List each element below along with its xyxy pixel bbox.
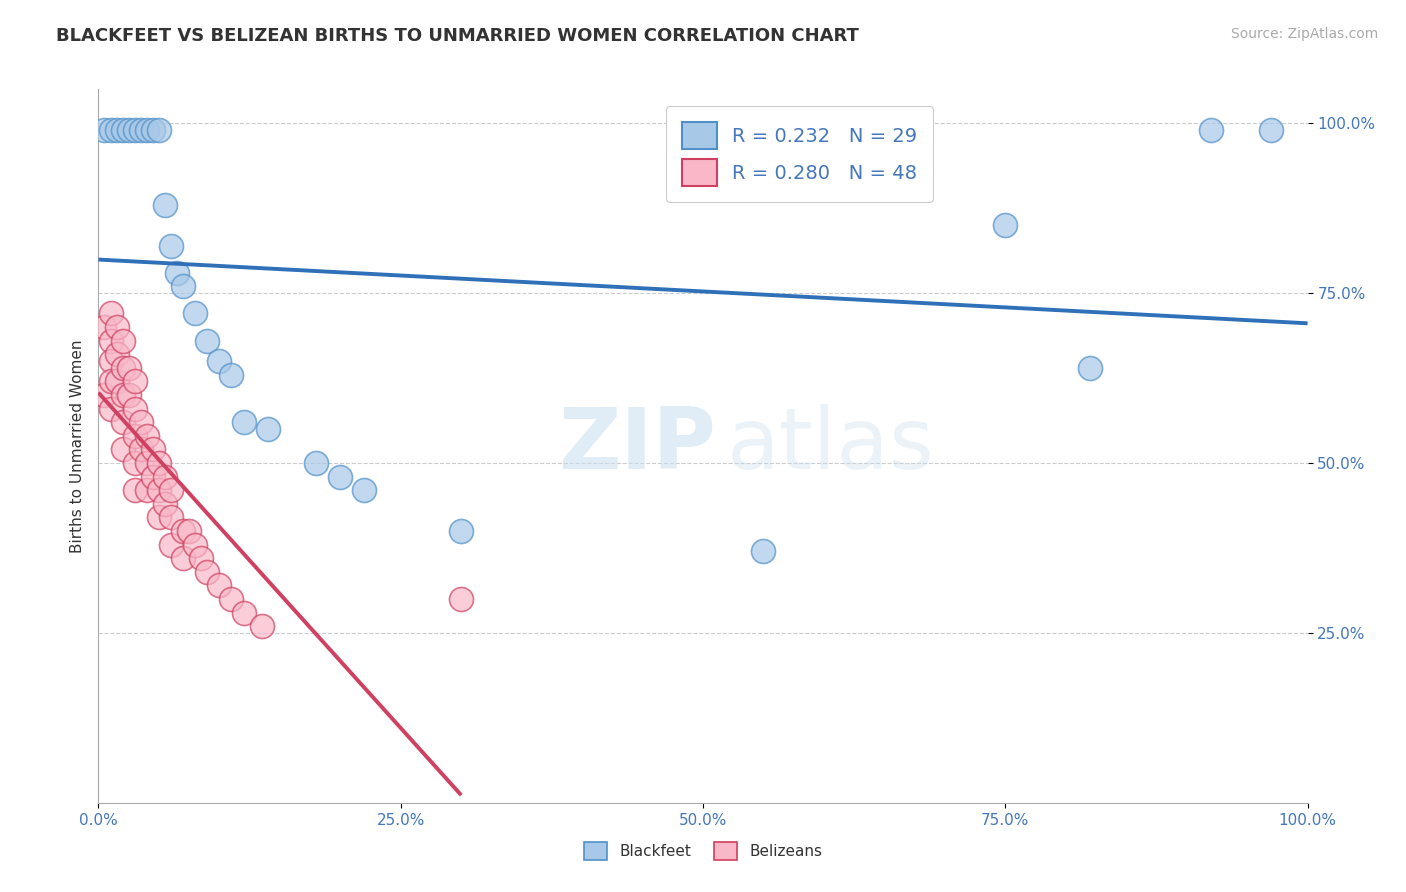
Point bbox=[118, 123, 141, 137]
Point bbox=[124, 429, 146, 443]
Point bbox=[195, 565, 218, 579]
Point bbox=[450, 524, 472, 538]
Point bbox=[148, 510, 170, 524]
Point bbox=[148, 123, 170, 137]
Point bbox=[221, 591, 243, 606]
Point bbox=[1199, 123, 1222, 137]
Point bbox=[450, 591, 472, 606]
Point bbox=[208, 578, 231, 592]
Point bbox=[994, 218, 1017, 232]
Text: Source: ZipAtlas.com: Source: ZipAtlas.com bbox=[1230, 27, 1378, 41]
Point bbox=[232, 415, 254, 429]
Point bbox=[129, 415, 152, 429]
Point bbox=[153, 497, 176, 511]
Point bbox=[100, 401, 122, 416]
Point bbox=[129, 442, 152, 457]
Point bbox=[221, 368, 243, 382]
Point bbox=[232, 606, 254, 620]
Point bbox=[135, 483, 157, 498]
Point bbox=[160, 537, 183, 551]
Point bbox=[195, 334, 218, 348]
Point bbox=[124, 401, 146, 416]
Point bbox=[153, 198, 176, 212]
Point bbox=[135, 123, 157, 137]
Point bbox=[208, 354, 231, 368]
Point bbox=[100, 306, 122, 320]
Point bbox=[93, 123, 115, 137]
Point bbox=[172, 279, 194, 293]
Point bbox=[105, 375, 128, 389]
Point bbox=[1260, 123, 1282, 137]
Point bbox=[100, 123, 122, 137]
Point bbox=[111, 123, 134, 137]
Point bbox=[142, 123, 165, 137]
Point bbox=[172, 551, 194, 566]
Point bbox=[100, 354, 122, 368]
Point bbox=[124, 456, 146, 470]
Point bbox=[305, 456, 328, 470]
Point bbox=[153, 469, 176, 483]
Text: ZIP: ZIP bbox=[558, 404, 716, 488]
Point bbox=[1078, 360, 1101, 375]
Point bbox=[148, 456, 170, 470]
Point bbox=[160, 238, 183, 252]
Legend: Blackfeet, Belizeans: Blackfeet, Belizeans bbox=[578, 836, 828, 866]
Point bbox=[329, 469, 352, 483]
Point bbox=[148, 483, 170, 498]
Point bbox=[135, 456, 157, 470]
Point bbox=[129, 123, 152, 137]
Point bbox=[105, 123, 128, 137]
Point bbox=[135, 429, 157, 443]
Point bbox=[124, 123, 146, 137]
Point bbox=[111, 388, 134, 402]
Point bbox=[105, 347, 128, 361]
Point bbox=[93, 388, 115, 402]
Point bbox=[142, 442, 165, 457]
Point bbox=[111, 334, 134, 348]
Point bbox=[111, 415, 134, 429]
Point bbox=[752, 544, 775, 558]
Point bbox=[118, 388, 141, 402]
Point bbox=[184, 537, 207, 551]
Point bbox=[353, 483, 375, 498]
Point bbox=[111, 360, 134, 375]
Point bbox=[172, 524, 194, 538]
Point bbox=[160, 510, 183, 524]
Y-axis label: Births to Unmarried Women: Births to Unmarried Women bbox=[69, 339, 84, 553]
Point bbox=[93, 320, 115, 334]
Point bbox=[190, 551, 212, 566]
Point bbox=[142, 469, 165, 483]
Point bbox=[256, 422, 278, 436]
Point bbox=[160, 483, 183, 498]
Point bbox=[124, 483, 146, 498]
Point bbox=[184, 306, 207, 320]
Point bbox=[111, 442, 134, 457]
Point bbox=[124, 375, 146, 389]
Point bbox=[100, 334, 122, 348]
Point bbox=[100, 375, 122, 389]
Point bbox=[250, 619, 273, 633]
Point bbox=[118, 360, 141, 375]
Point bbox=[166, 266, 188, 280]
Point bbox=[105, 320, 128, 334]
Text: atlas: atlas bbox=[727, 404, 935, 488]
Point bbox=[179, 524, 201, 538]
Text: BLACKFEET VS BELIZEAN BIRTHS TO UNMARRIED WOMEN CORRELATION CHART: BLACKFEET VS BELIZEAN BIRTHS TO UNMARRIE… bbox=[56, 27, 859, 45]
